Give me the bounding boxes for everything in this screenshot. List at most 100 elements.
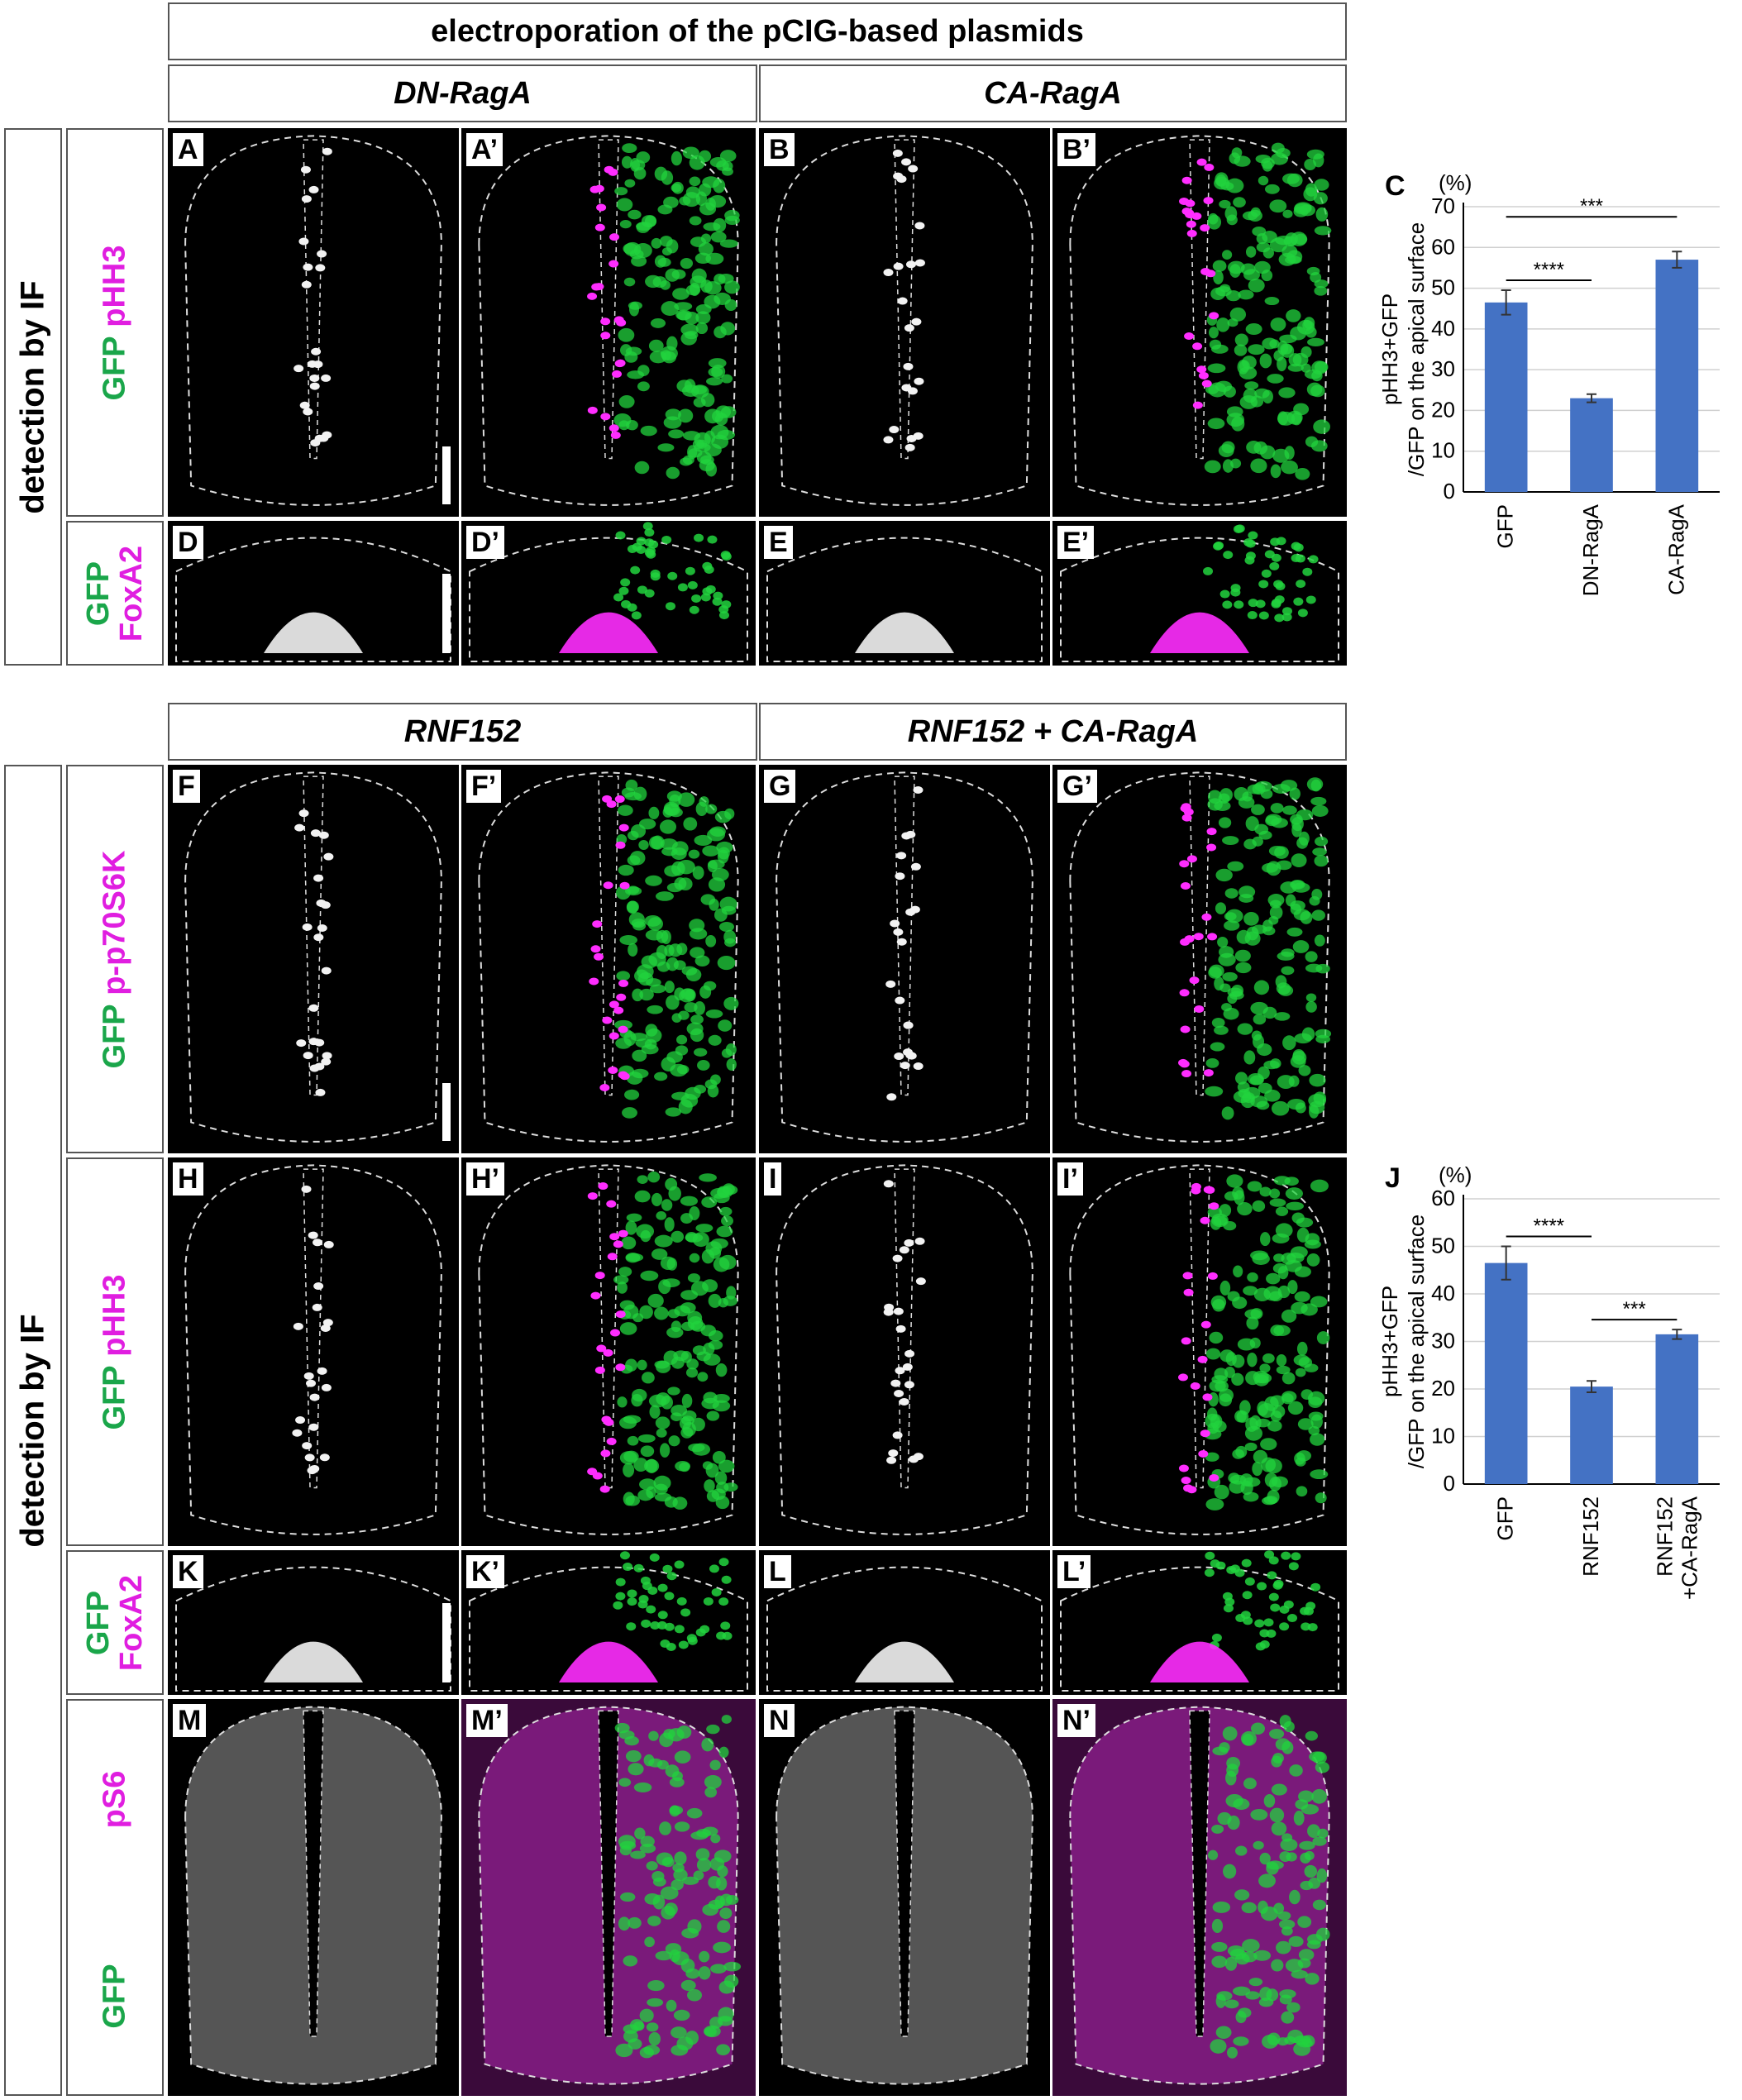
- micrograph-image: [478, 135, 740, 506]
- micrograph-b: B: [759, 128, 1050, 517]
- panel-label: F: [173, 770, 200, 803]
- y-tick-label: 0: [1444, 1471, 1455, 1496]
- panel-label: I’: [1057, 1162, 1083, 1196]
- micrograph-image: [766, 537, 1043, 662]
- panel-label: M: [173, 1704, 207, 1737]
- micrograph-image: [469, 1551, 748, 1692]
- header-rnf152: RNF152: [168, 703, 757, 761]
- micrograph-image: [776, 135, 1033, 506]
- y-tick-label: 30: [1431, 356, 1455, 381]
- micrograph-image: [1069, 771, 1332, 1143]
- micrograph-k2: K’: [461, 1550, 756, 1695]
- panel-label: M’: [466, 1704, 508, 1737]
- error-bar: [1587, 1380, 1596, 1394]
- category-label: CA-RagA: [1663, 504, 1688, 594]
- panel-label: I: [764, 1162, 782, 1196]
- micrograph-n: N: [759, 1699, 1050, 2096]
- panel-label: E’: [1057, 526, 1095, 559]
- micrograph-e: E: [759, 521, 1050, 666]
- category-label: RNF152+CA-RagA: [1652, 1496, 1701, 1600]
- header-rnf152-ca-raga: RNF152 + CA-RagA: [759, 703, 1347, 761]
- bar: [1655, 1334, 1699, 1484]
- micrograph-image: [478, 1164, 739, 1535]
- panel-label: D’: [466, 526, 504, 559]
- bar: [1570, 398, 1613, 492]
- panel-label-c: C: [1385, 170, 1406, 202]
- y-tick-label: 60: [1431, 1186, 1455, 1210]
- micrograph-image: [175, 537, 451, 662]
- y-tick-label: 20: [1431, 1376, 1455, 1401]
- micrograph-image: [1069, 1164, 1330, 1535]
- micrograph-image: [469, 522, 748, 662]
- scale-bar: [442, 1602, 451, 1682]
- micrograph-l: L: [759, 1550, 1050, 1695]
- category-label: RNF152: [1578, 1496, 1603, 1577]
- micrograph-a2: A’: [461, 128, 756, 517]
- chart-c-svg: 0 10 20 30 40 50 60 70(%) pHH3+GFP/GFP on the ap…: [1377, 170, 1720, 596]
- panel-label: F’: [466, 770, 502, 803]
- chart-c: C 0 10 20 30 40 50 60 70 (%) pHH3+GFP/GFP on the …: [1352, 165, 1740, 678]
- side-label-lower: detection by IF: [4, 765, 62, 2096]
- panel-label: B: [764, 133, 795, 166]
- panel-label: L: [764, 1555, 791, 1588]
- significance-label: ****: [1534, 259, 1564, 281]
- panel-label: A: [173, 133, 203, 166]
- scale-bar: [442, 446, 451, 504]
- micrograph-image: [1069, 135, 1332, 506]
- micrograph-d: D: [168, 521, 459, 666]
- micrograph-f: F: [168, 765, 459, 1153]
- chart-j-svg: 0 10 20 30 40 50 60(%) pHH3+GFP/GFP on the apic…: [1377, 1162, 1720, 1600]
- micrograph-image: [184, 1706, 442, 2085]
- micrograph-image: [184, 1164, 442, 1535]
- panel-label: B’: [1057, 133, 1095, 166]
- micrograph-e2: E’: [1052, 521, 1347, 666]
- micrograph-g: G: [759, 765, 1050, 1153]
- marker-gfp-phh3-1: GFP pHH3: [66, 128, 164, 517]
- error-bar: [1501, 1245, 1511, 1281]
- panel-label: G’: [1057, 770, 1097, 803]
- micrograph-image: [184, 135, 442, 506]
- micrograph-d2: D’: [461, 521, 756, 666]
- y-axis-label: pHH3+GFP/GFP on the apical surface: [1377, 1215, 1429, 1468]
- micrograph-g2: G’: [1052, 765, 1347, 1153]
- micrograph-b2: B’: [1052, 128, 1347, 517]
- panel-label: K’: [466, 1555, 504, 1588]
- bar: [1655, 260, 1699, 492]
- error-bar: [1672, 251, 1682, 269]
- micrograph-l2: L’: [1052, 1550, 1347, 1695]
- y-tick-label: 40: [1431, 1281, 1455, 1305]
- side-label-upper: detection by IF: [4, 128, 62, 666]
- y-tick-label: 40: [1431, 316, 1455, 341]
- panel-label: D: [173, 526, 203, 559]
- micrograph-image: [184, 771, 442, 1143]
- category-label: DN-RagA: [1578, 504, 1603, 596]
- micrograph-image: [776, 1164, 1033, 1535]
- y-tick-label: 50: [1431, 275, 1455, 300]
- micrograph-image: [1060, 524, 1339, 662]
- bar: [1484, 1262, 1528, 1484]
- marker-gfp-foxa2-2: GFP FoxA2: [66, 1550, 164, 1695]
- panel-label: A’: [466, 133, 504, 166]
- micrograph-h: H: [168, 1157, 459, 1546]
- micrograph-a: A: [168, 128, 459, 517]
- panel-label: L’: [1057, 1555, 1091, 1588]
- bar: [1570, 1386, 1613, 1484]
- marker-gfp-phh3-2: GFP pHH3: [66, 1157, 164, 1546]
- significance-label: ***: [1580, 195, 1603, 217]
- micrograph-k: K: [168, 1550, 459, 1695]
- significance-label: ***: [1623, 1298, 1646, 1320]
- micrograph-image: [175, 1566, 451, 1692]
- micrograph-i2: I’: [1052, 1157, 1347, 1546]
- marker-gfp-foxa2-1: GFP FoxA2: [66, 521, 164, 666]
- error-bar: [1672, 1329, 1682, 1340]
- y-tick-label: 10: [1431, 1424, 1455, 1449]
- marker-ps6-gfp: pS6 GFP: [66, 1699, 164, 2096]
- panel-label: H: [173, 1162, 203, 1196]
- y-tick-label: 0: [1444, 479, 1455, 504]
- header-electroporation: electroporation of the pCIG-based plasmi…: [168, 2, 1347, 60]
- micrograph-image: [766, 1566, 1043, 1692]
- y-unit: (%): [1439, 1162, 1472, 1187]
- y-tick-label: 30: [1431, 1329, 1455, 1353]
- chart-j: J 0 10 20 30 40 50 60 (%) pHH3+GFP/GFP on the ap…: [1352, 1157, 1740, 1670]
- micrograph-h2: H’: [461, 1157, 756, 1546]
